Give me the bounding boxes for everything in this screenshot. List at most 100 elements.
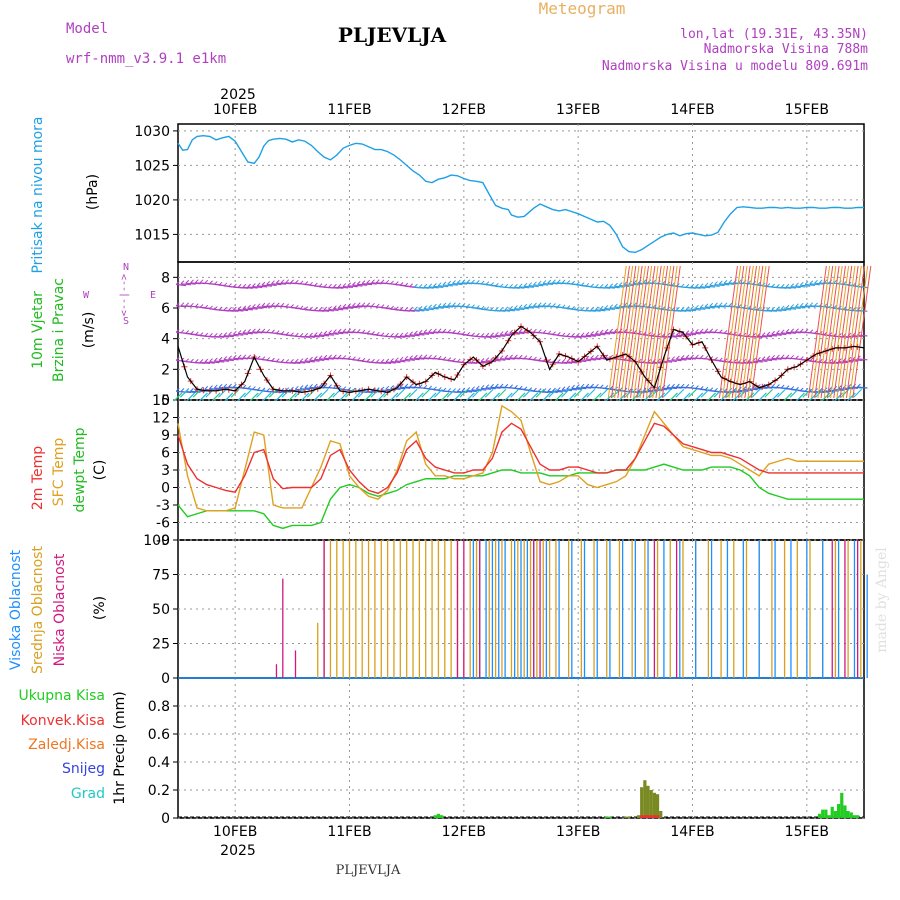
wind-arrow-head (390, 305, 394, 310)
wind-arrow-head (318, 306, 323, 311)
wind-arrow (576, 335, 587, 338)
wind-arrow-head (495, 282, 499, 287)
wind-gust-hatch (614, 265, 634, 399)
wind-arrow-head (518, 328, 523, 333)
wind-arrow (795, 285, 806, 288)
wind-arrow-head (566, 358, 571, 363)
wind-arrow-head (575, 332, 580, 337)
wind-arrow-head (747, 280, 752, 285)
temp2m-line (177, 422, 864, 495)
wind-arrow-head (290, 279, 294, 284)
wind-arrow (771, 309, 782, 312)
wind-arrow-head (261, 387, 266, 392)
precip-conv-bar (649, 815, 653, 818)
wind-arrow-head (671, 356, 675, 361)
wind-arrow-head (409, 283, 413, 288)
wind-gust-hatch (649, 265, 669, 399)
wind-arrow-head (356, 302, 361, 307)
wind-arrow-low (465, 392, 475, 402)
wind-arrow (238, 332, 249, 336)
wind-arrow-head (218, 306, 223, 311)
wind-arrow (609, 331, 620, 334)
wind-gust-hatch (652, 265, 672, 399)
wind-arrow-head (375, 359, 380, 363)
wind-arrow-low (669, 392, 678, 402)
wind-arrow-head (385, 279, 390, 284)
precip-total-bar (643, 780, 647, 818)
wind-arrow-head (685, 384, 690, 388)
sfc-temp-line (177, 404, 864, 512)
pressure-tick-label: 1020 (134, 193, 170, 209)
wind-arrow-head (799, 387, 804, 392)
wind-arrow-low (789, 388, 799, 398)
wind-arrow-head (547, 279, 552, 284)
wind-arrow-head (304, 306, 309, 310)
wind-arrow (404, 358, 415, 361)
wind-arrow-head (761, 356, 766, 360)
wind-arrow (800, 305, 811, 308)
wind-arrow-head (366, 358, 371, 363)
wind-arrow-low (592, 392, 602, 402)
year-top: 2025 (220, 87, 256, 103)
wind-arrow-head (237, 354, 242, 359)
wind-arrow (600, 286, 611, 289)
cloud-mid-label: Srednja Oblacnost (30, 546, 46, 674)
wind-arrow-head (509, 329, 514, 334)
wind-arrow-head (776, 283, 780, 288)
wind-arrow-head (518, 385, 523, 390)
wind-arrow-head (366, 302, 371, 307)
wind-arrow (838, 388, 849, 391)
wind-arrow-head (475, 305, 480, 309)
wind-arrow-head (175, 281, 180, 285)
wind-arrow-low (688, 388, 697, 398)
clouds-tick-label: 75 (152, 568, 170, 584)
wind-arrow (199, 361, 211, 364)
wind-arrow-head (661, 280, 666, 285)
wind-arrow-head (418, 329, 423, 334)
wind-gust-hatch (845, 265, 865, 399)
wind-arrow-head (480, 384, 485, 389)
wind-arrow-low (516, 392, 526, 402)
wind-arrow (533, 305, 544, 308)
dewpt-label: dewpt Temp (72, 427, 88, 512)
wind-arrow-head (228, 331, 232, 336)
wind-arrow-head (528, 387, 533, 391)
wind-arrow (252, 285, 263, 289)
wind-arrow-head (361, 302, 366, 307)
wind-arrow (528, 284, 539, 288)
wind-arrow-head (575, 281, 580, 286)
wind-arrow-head (447, 302, 452, 307)
wind-arrow-head (828, 386, 833, 391)
wind-arrow-head (509, 283, 514, 288)
wind-arrow (257, 285, 268, 288)
wind-arrow (676, 334, 687, 337)
wind-arrow (423, 286, 434, 289)
wind-arrow-head (423, 283, 428, 288)
wind-arrow (500, 357, 511, 361)
wind-gust-hatch (820, 265, 840, 399)
wind-arrow-head (394, 357, 399, 362)
wind-arrow-head (256, 303, 261, 308)
wind-arrow (223, 358, 234, 362)
precip-total-bar (846, 811, 850, 818)
wind-arrow-head (699, 283, 704, 288)
temperature-tick-label: 3 (161, 463, 170, 479)
wind-arrow-head (404, 332, 409, 336)
wind-arrow-low (541, 392, 551, 402)
wind-arrow (538, 283, 549, 286)
wind-arrow-head (580, 282, 585, 286)
wind-arrow (690, 332, 701, 335)
model-name: wrf-nmm_v3.9.1 e1km (66, 51, 226, 67)
wind-arrow (581, 359, 592, 362)
wind-arrow-head (247, 385, 251, 390)
wind-arrow-head (466, 303, 471, 308)
wind-arrow-low (580, 392, 589, 402)
wind-arrow-head (261, 281, 266, 286)
wind-arrow-head (809, 329, 814, 334)
wind-arrow (442, 305, 454, 308)
precip-frz-label: Zaledj.Kisa (28, 737, 105, 753)
wind-arrow-head (499, 306, 504, 311)
wind-arrow-head (328, 354, 332, 359)
wind-arrow-head (390, 333, 394, 337)
temperature-tick-label: 6 (161, 446, 170, 462)
